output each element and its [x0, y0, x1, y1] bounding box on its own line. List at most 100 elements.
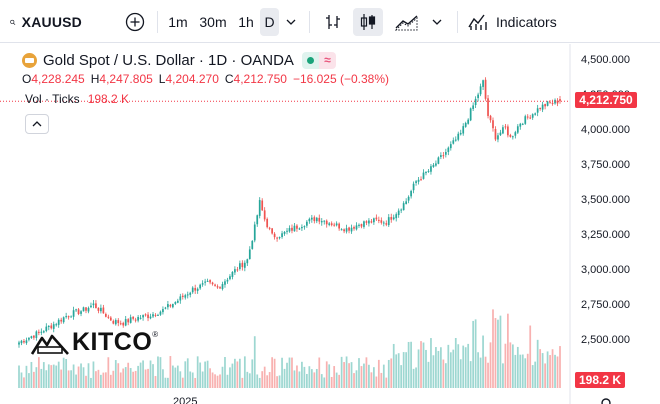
volume-bar — [152, 364, 154, 388]
volume-bar — [526, 353, 529, 388]
candle — [253, 221, 256, 243]
candle — [303, 225, 306, 230]
candle — [283, 230, 286, 236]
market-status-badge[interactable]: ≈ — [301, 51, 336, 69]
volume-bar — [459, 359, 462, 388]
candle — [407, 195, 410, 204]
volume-bar — [559, 346, 561, 388]
candle — [216, 284, 219, 289]
volume-bar — [310, 369, 313, 388]
candle — [452, 137, 455, 145]
volume-bar — [80, 363, 82, 388]
candle — [514, 130, 517, 139]
candle — [181, 293, 184, 300]
volume-bar — [402, 352, 405, 388]
volume-bar — [52, 364, 55, 388]
candle — [124, 315, 127, 327]
candle — [57, 318, 60, 328]
candles-style-button[interactable] — [353, 8, 383, 36]
candles — [18, 77, 561, 348]
candle — [149, 313, 152, 320]
candle — [296, 224, 298, 232]
volume-bar — [524, 358, 527, 388]
candle — [179, 293, 182, 304]
volume-bar — [246, 371, 249, 388]
chevron-up-icon — [32, 121, 42, 127]
area-style-button[interactable] — [392, 8, 422, 36]
volume-bar — [87, 363, 90, 388]
price-tick-label: 4,500.000 — [581, 54, 630, 66]
candle — [325, 219, 328, 228]
candle — [80, 310, 82, 317]
volume-bar — [410, 341, 412, 388]
candle — [534, 112, 537, 116]
candle — [375, 214, 378, 221]
volume-bar — [18, 365, 20, 388]
volume-bar — [484, 356, 487, 388]
chart-style-dropdown[interactable] — [428, 8, 446, 36]
volume-bar — [437, 350, 440, 388]
volume-bar — [504, 343, 507, 388]
candle — [360, 223, 363, 229]
candle — [199, 283, 202, 290]
volume-bar — [350, 362, 353, 388]
volume-bar — [30, 361, 33, 388]
symbol-search[interactable]: XAUUSD — [6, 8, 82, 36]
candle — [70, 315, 72, 318]
interval-1m[interactable]: 1m — [168, 14, 188, 30]
candle — [251, 240, 254, 250]
compare-add-button[interactable] — [121, 8, 149, 36]
candle — [377, 216, 380, 224]
candle — [472, 102, 475, 111]
market-open-icon — [306, 56, 314, 64]
volume-bar — [320, 374, 323, 388]
candle — [60, 317, 63, 324]
indicators-button[interactable]: Indicators — [468, 8, 564, 36]
volume-legend[interactable]: Vol · Ticks 198.2 K — [25, 92, 129, 106]
candle — [521, 122, 524, 126]
volume-bar — [164, 377, 167, 388]
price-tick-label: 2,750.000 — [581, 299, 630, 311]
volume-bar — [184, 361, 187, 388]
candle — [340, 228, 343, 231]
candle — [464, 121, 467, 128]
volume-bar — [365, 357, 368, 388]
candle — [536, 104, 539, 117]
toolbar-divider — [457, 11, 458, 33]
volume-bar — [467, 343, 470, 388]
candle — [75, 308, 77, 313]
volume-bar — [221, 366, 224, 388]
candle — [174, 301, 177, 306]
candle — [258, 197, 261, 219]
volume-bar — [258, 377, 261, 388]
candle — [313, 215, 316, 224]
candle — [189, 291, 192, 298]
bar-style-button[interactable] — [320, 8, 346, 36]
volume-bar — [291, 357, 293, 388]
candle — [214, 283, 216, 287]
interval-30m[interactable]: 30m — [199, 14, 227, 30]
volume-bar — [385, 377, 388, 388]
volume-bar — [519, 354, 522, 388]
interval-1h[interactable]: 1h — [238, 14, 254, 30]
candle — [363, 220, 365, 229]
volume-bar — [70, 370, 72, 388]
interval-d[interactable]: D — [260, 8, 279, 36]
current-price-tag: 4,212.750 — [575, 92, 637, 108]
volume-bar — [102, 372, 105, 388]
price-chart[interactable] — [0, 44, 660, 404]
candle — [209, 279, 211, 285]
candle — [62, 316, 65, 324]
candle — [430, 164, 432, 175]
candle — [246, 258, 249, 267]
chart-settings-button[interactable] — [600, 394, 612, 404]
candle — [541, 101, 544, 113]
interval-dropdown[interactable] — [282, 8, 300, 36]
volume-bar — [338, 374, 341, 388]
legend-collapse-button[interactable] — [25, 114, 49, 134]
candle — [353, 225, 355, 231]
candle — [373, 217, 375, 225]
volume-bar — [273, 358, 276, 388]
candle — [551, 99, 554, 106]
